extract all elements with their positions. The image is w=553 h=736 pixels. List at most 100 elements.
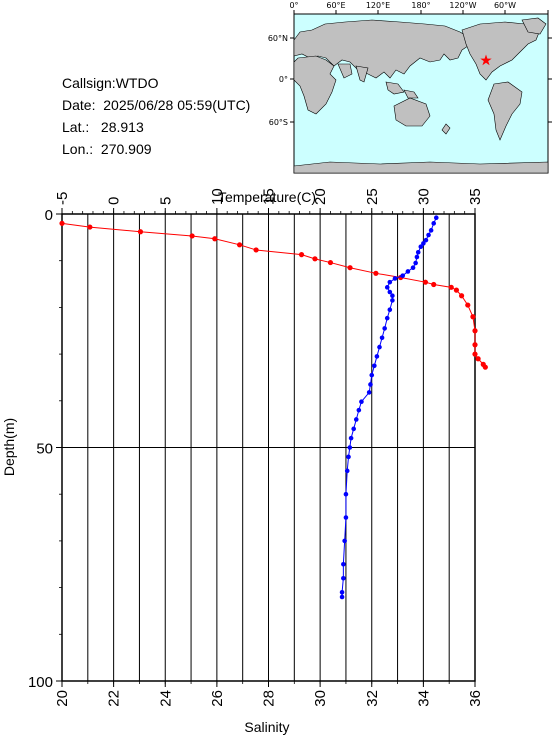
temperature-tick-label: 35 [467,188,484,205]
date-row: Date: 2025/06/28 05:59(UTC) [62,94,250,116]
salinity-point [344,468,350,474]
red-star-icon [480,54,492,66]
salinity-line [341,217,437,597]
lon-label: Lon.: [62,141,94,157]
salinity-point [342,538,347,544]
salinity-point [428,228,434,233]
temperature-tick-label: 5 [157,197,174,205]
temperature-series [59,220,488,370]
salinity-point [387,307,393,313]
temperature-point [312,256,318,262]
map-frame-ticks [290,10,552,123]
salinity-point [382,326,387,331]
temperature-point [137,229,144,235]
temperature-point [327,259,334,266]
temperature-point [448,284,454,290]
map-lon-label: 60°E [326,1,345,10]
lat-label: Lat.: [62,119,90,135]
callsign-row: Callsign:WTDO [62,72,250,94]
salinity-point [413,260,418,266]
map-lon-label: 120°W [449,1,476,10]
salinity-point [348,435,354,441]
salinity-point [368,382,373,387]
temperature-tick-label: 10 [209,188,226,205]
salinity-point [377,344,382,350]
temperature-point [482,364,488,370]
salinity-tick-label: 28 [261,690,278,707]
depth-tick-label: 0 [45,207,53,224]
temperature-point [422,279,429,285]
temperature-point [453,287,460,293]
salinity-point [353,417,359,422]
map-lon-label: 180° [411,1,430,10]
temperature-point [253,247,259,253]
salinity-point [384,315,390,321]
date-label: Date: [62,97,96,113]
salinity-point [351,426,356,432]
salinity-point [415,249,421,255]
salinity-point [366,390,372,395]
salinity-point [379,335,385,341]
salinity-point [387,279,393,285]
temperature-point [347,265,353,271]
salinity-point [414,254,420,260]
data-series [59,215,488,600]
salinity-axis: 20 22 24 26 28 30 32 34 36 [54,681,484,707]
salinity-point [339,589,345,595]
temperature-tick-label: 0 [106,197,123,205]
temperature-axis-title: Temperature(C) [218,189,316,205]
salinity-point [387,289,393,295]
temperature-point [87,224,93,230]
temperature-point [236,242,243,248]
salinity-point [384,285,390,290]
salinity-point [341,575,346,581]
map-lon-label: 60°W [494,1,516,10]
temperature-tick-label: 15 [261,188,278,205]
date-value: 2025/06/28 05:59(UTC) [103,97,251,113]
salinity-point [341,561,346,567]
map-lon-label: 0° [289,1,298,10]
map-lat-label: 0° [279,75,288,84]
salinity-point [359,399,364,405]
lon-row: Lon.: 270.909 [62,138,250,160]
salinity-tick-label: 32 [364,690,381,707]
salinity-tick-label: 34 [415,690,432,707]
salinity-tick-label: 30 [312,690,329,707]
lat-value: 28.913 [100,119,144,135]
temperature-tick-label: 25 [364,188,381,205]
callsign-label: Callsign: [62,75,116,91]
temperature-point [373,270,379,276]
temperature-point [189,233,195,239]
temperature-point [472,328,478,334]
temperature-point [431,281,437,288]
temperature-tick-label: 20 [312,188,329,205]
temperature-point [472,342,478,348]
salinity-point [374,354,380,359]
temperature-point [465,302,471,308]
salinity-tick-label: 20 [54,690,71,707]
depth-tick-label: 100 [28,674,53,691]
map-lon-label: 120°E [366,1,390,10]
world-map: 0° 60°E 120°E 180° 120°W 60°W 60°N 0° 60… [268,1,552,174]
callsign-value: WTDO [115,75,159,91]
salinity-point [347,445,353,450]
salinity-point [423,237,429,243]
chart-grid [62,214,475,681]
salinity-series [339,215,439,600]
salinity-tick-label: 26 [209,690,226,707]
station-info: Callsign:WTDO Date: 2025/06/28 05:59(UTC… [62,72,250,160]
depth-axis: 0 50 100 [28,207,62,691]
salinity-point [343,491,349,497]
profile-chart: -5 0 5 10 15 20 25 30 35 20 22 24 26 28 30 32 34 36 0501… [1,188,488,735]
map-land [293,17,549,174]
temperature-tick-label: 30 [415,188,432,205]
temperature-axis: -5 0 5 10 15 20 25 30 35 [54,188,484,214]
salinity-point [400,273,406,278]
temperature-point [59,220,65,226]
temperature-point [472,351,478,357]
map-lat-label: 60°N [268,34,288,43]
salinity-point [346,454,351,460]
temperature-point [298,252,305,258]
salinity-point [343,515,349,520]
